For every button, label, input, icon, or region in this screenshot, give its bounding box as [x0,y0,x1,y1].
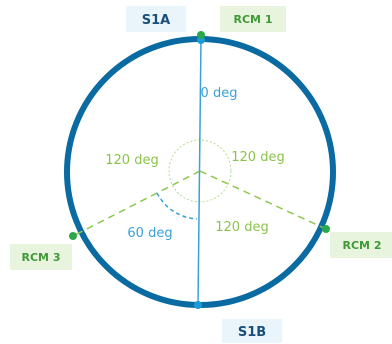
s1b-label-box [222,319,282,343]
angle-lower-left-label: 60 deg [127,226,172,241]
rcm2-label: RCM 2 [343,239,382,252]
rcm1-label-box [220,6,286,32]
rcm3-label-box [10,244,72,270]
s1a-label: S1A [142,13,170,28]
angle-0-label: 0 deg [201,86,238,101]
angle-upper-right-label: 120 deg [231,150,284,165]
60-deg-arc [156,192,198,220]
rcm1-point [197,31,205,39]
rcm3-point [69,232,77,240]
rcm1-label: RCM 1 [234,13,273,26]
s1b-point [194,301,202,309]
s1a-s1b-axis [197,36,202,306]
rcm2-point [322,225,330,233]
s1a-label-box [126,6,186,32]
s1b-label: S1B [238,325,266,340]
rcm3-label: RCM 3 [22,251,61,264]
angle-upper-left-label: 120 deg [105,153,158,168]
rcm2-label-box [330,232,392,258]
angle-lower-right-label: 120 deg [215,220,268,235]
